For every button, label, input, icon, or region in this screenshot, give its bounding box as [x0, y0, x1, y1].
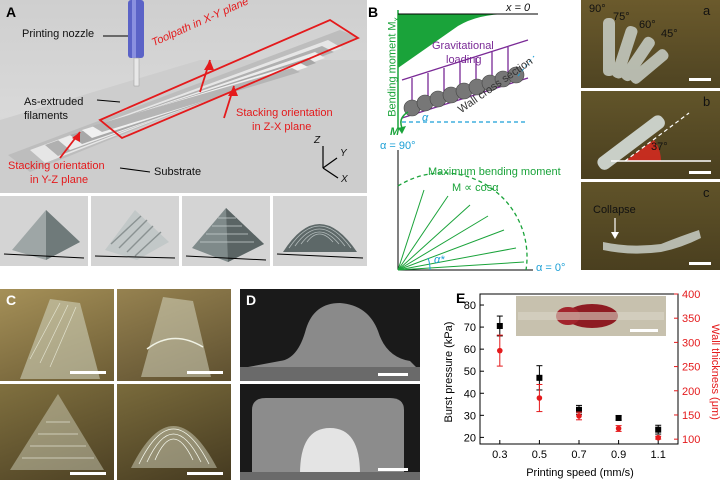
- photo-a-letter: a: [703, 3, 711, 18]
- gravitational-label-1: Gravitational: [432, 40, 494, 52]
- max-moment-label-2: M ∝ cosα: [452, 182, 499, 194]
- y2-tick-label: 200: [682, 386, 700, 398]
- y-tick-label: 20: [464, 432, 476, 444]
- moment-vectors: [397, 189, 525, 271]
- axis-y-label: Y: [340, 148, 347, 159]
- photo-c-top-left: [0, 289, 114, 381]
- panel-b-diagram: B x = 0 Bending moment Mx Gravitational …: [368, 0, 576, 280]
- bending-moment-area: [398, 14, 508, 68]
- alpha-0-label: α = 0°: [536, 262, 566, 274]
- data-point-wall-thickness: [655, 434, 661, 441]
- y-tick-label: 60: [464, 344, 476, 356]
- panel-d-letter: D: [246, 292, 257, 308]
- photo-c-collapse: Collapse c: [581, 182, 720, 270]
- angle-75-label: 75°: [613, 11, 630, 23]
- burst-pressure-chart: 0.3 0.5 0.7 0.9 1.1 20 30 40 50 60 70 80 100 150 200 25…: [443, 289, 720, 479]
- panel-a-render: A Printing nozzle Toolpath in X-Y plane …: [0, 0, 367, 193]
- alpha-star-label: α*: [434, 254, 445, 266]
- bending-moment-label: Bending moment Mx: [386, 17, 401, 117]
- thumbnail-wedge: [0, 196, 88, 266]
- angle-90-label: 90°: [589, 3, 606, 15]
- printed-structure-illustration: [0, 0, 367, 193]
- photo-c-top-right: [117, 289, 231, 381]
- y-tick-label: 50: [464, 366, 476, 378]
- y2-tick-label: 150: [682, 410, 700, 422]
- y2-tick-label: 100: [682, 434, 700, 446]
- sem-top: [240, 289, 420, 381]
- gravitational-label-2: loading: [446, 54, 482, 66]
- stacking-zx-label-2: in Z-X plane: [252, 121, 312, 133]
- stacking-zx-label-1: Stacking orientation: [236, 107, 333, 119]
- x-tick-label: 0.7: [571, 449, 586, 461]
- photo-a-angles: 90° 75° 60° 45° a: [581, 0, 720, 88]
- toolpath-outline: [98, 18, 360, 140]
- panel-c-letter: C: [6, 292, 17, 308]
- y2-axis-title: Wall thickness (μm): [709, 324, 720, 420]
- x-zero-label: x = 0: [506, 2, 531, 14]
- data-point-wall-thickness: [576, 413, 582, 419]
- stacking-yz-label-2: in Y-Z plane: [30, 174, 89, 186]
- x-tick-label: 0.5: [532, 449, 547, 461]
- x-axis-title: Printing speed (mm/s): [526, 467, 634, 479]
- x-tick-label: 1.1: [651, 449, 666, 461]
- y2-tick-label: 300: [682, 337, 700, 349]
- thumbnail-ridged-wedge: [91, 196, 179, 266]
- data-point-burst-pressure: [496, 322, 503, 329]
- y2-tick-label: 250: [682, 362, 700, 374]
- data-point-wall-thickness: [615, 425, 622, 432]
- photo-c-bottom-right: [117, 384, 231, 480]
- panel-b-letter: B: [368, 4, 379, 20]
- x-tick-label: 0.9: [611, 449, 626, 461]
- axis-triad: [322, 146, 339, 179]
- substrate-label: Substrate: [154, 166, 202, 178]
- y-tick-label: 80: [464, 300, 476, 312]
- wall-cross-section: [403, 66, 525, 117]
- data-point-burst-pressure: [615, 414, 622, 421]
- data-point-burst-pressure: [576, 406, 582, 413]
- printing-nozzle: [128, 0, 144, 87]
- thumbnail-pyramid: [182, 196, 270, 266]
- stacking-yz-label-1: Stacking orientation: [8, 160, 105, 172]
- filaments-label-2: filaments: [24, 110, 69, 122]
- photo-c-bottom-left: [0, 384, 114, 480]
- alpha-label: α: [422, 112, 429, 124]
- y2-tick-label: 350: [682, 313, 700, 325]
- y-tick-label: 40: [464, 388, 476, 400]
- y-axis-title: Burst pressure (kPa): [443, 322, 455, 423]
- panel-e-letter: E: [456, 290, 466, 306]
- nozzle-label: Printing nozzle: [22, 28, 95, 40]
- data-point-burst-pressure: [536, 374, 543, 381]
- max-moment-label-1: Maximum bending moment: [428, 166, 561, 178]
- photo-b-letter: b: [703, 94, 711, 109]
- x-tick-label: 0.3: [492, 449, 507, 461]
- data-point-wall-thickness: [536, 395, 543, 401]
- data-point-wall-thickness: [497, 347, 503, 354]
- y-tick-label: 30: [464, 410, 476, 422]
- y-tick-label: 70: [464, 322, 476, 334]
- axis-x-label: X: [341, 174, 348, 185]
- m-label: M: [390, 126, 400, 138]
- panel-a-letter: A: [6, 4, 17, 20]
- alpha-90-label: α = 90°: [380, 140, 416, 152]
- filament-stack: [8, 30, 360, 172]
- angle-45-label: 45°: [661, 28, 678, 40]
- y2-tick-label: 400: [682, 289, 700, 301]
- data-point-burst-pressure: [655, 426, 662, 433]
- photo-b-tilted: 37° b: [581, 91, 720, 179]
- angle-60-label: 60°: [639, 19, 656, 31]
- filaments-label-1: As-extruded: [24, 96, 84, 108]
- angle-37-label: 37°: [651, 141, 668, 153]
- axis-z-label: Z: [314, 135, 321, 146]
- collapse-label: Collapse: [593, 204, 636, 216]
- photo-c-letter: c: [703, 185, 710, 200]
- thumbnail-dome: [273, 196, 367, 266]
- sem-bottom: [240, 384, 420, 480]
- inset-photo: [516, 296, 666, 336]
